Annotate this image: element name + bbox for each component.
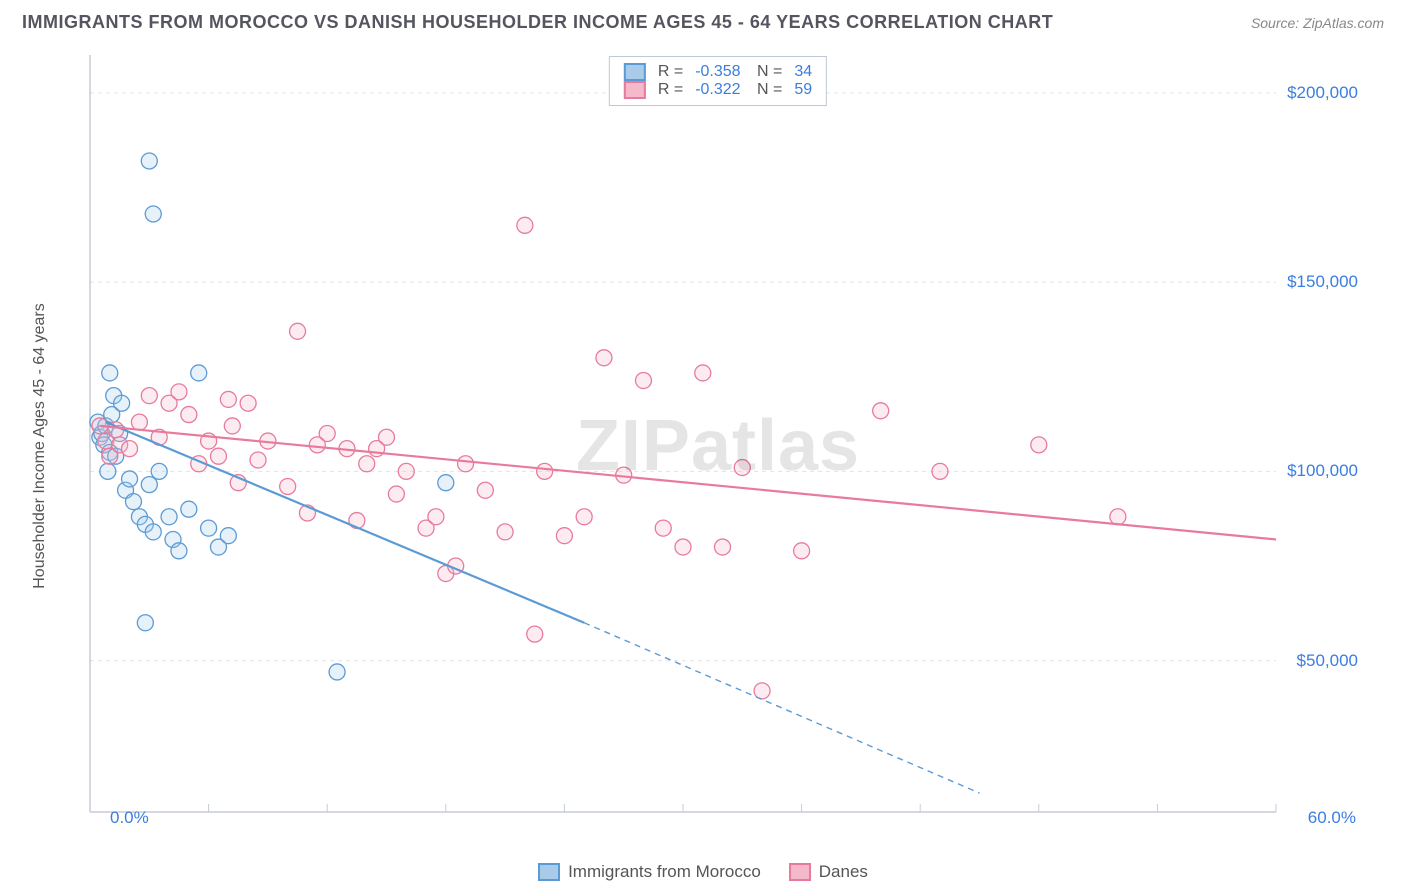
y-axis-label: Householder Income Ages 45 - 64 years (31, 303, 49, 589)
x-axis-min: 0.0% (110, 808, 149, 828)
swatch-danes-icon (789, 863, 811, 881)
legend-label-danes: Danes (819, 862, 868, 882)
series-legend: Immigrants from Morocco Danes (0, 862, 1406, 882)
swatch-danes (624, 81, 646, 99)
legend-item-morocco: Immigrants from Morocco (538, 862, 761, 882)
x-axis-max: 60.0% (1308, 808, 1356, 828)
page-title: IMMIGRANTS FROM MOROCCO VS DANISH HOUSEH… (22, 12, 1053, 33)
source-label: Source: ZipAtlas.com (1251, 15, 1384, 31)
swatch-morocco-icon (538, 863, 560, 881)
stats-row-morocco: R =-0.358 N =34 (624, 63, 812, 81)
correlation-chart: Householder Income Ages 45 - 64 years ZI… (50, 50, 1386, 842)
y-tick-label: $150,000 (1287, 272, 1358, 292)
y-tick-label: $200,000 (1287, 83, 1358, 103)
y-tick-label: $100,000 (1287, 461, 1358, 481)
legend-label-morocco: Immigrants from Morocco (568, 862, 761, 882)
legend-item-danes: Danes (789, 862, 868, 882)
y-tick-label: $50,000 (1297, 651, 1358, 671)
swatch-morocco (624, 63, 646, 81)
stats-legend: R =-0.358 N =34 R =-0.322 N =59 (609, 56, 827, 106)
stats-row-danes: R =-0.322 N =59 (624, 81, 812, 99)
scatter-plot-svg (50, 50, 1386, 842)
